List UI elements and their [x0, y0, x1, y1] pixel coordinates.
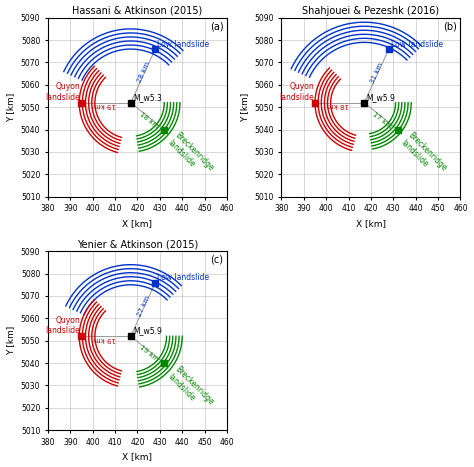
- Title: Shahjouei & Pezeshk (2016): Shahjouei & Pezeshk (2016): [302, 6, 439, 15]
- X-axis label: X [km]: X [km]: [122, 219, 153, 228]
- Text: 18 km: 18 km: [138, 111, 159, 129]
- Text: (c): (c): [210, 255, 223, 265]
- Text: 17 km: 17 km: [372, 111, 392, 129]
- Text: (b): (b): [443, 21, 457, 31]
- Text: Low landslide: Low landslide: [157, 273, 209, 282]
- Text: Breckenridge
landslide: Breckenridge landslide: [165, 364, 215, 414]
- Text: 19 km: 19 km: [138, 344, 159, 363]
- Text: M_w5.3: M_w5.3: [133, 93, 162, 102]
- X-axis label: X [km]: X [km]: [356, 219, 386, 228]
- Y-axis label: Y [km]: Y [km]: [6, 326, 15, 355]
- Text: 27 km: 27 km: [136, 295, 151, 318]
- Text: 19 km: 19 km: [94, 336, 116, 341]
- Text: (a): (a): [210, 21, 223, 31]
- Text: M_w5.9: M_w5.9: [366, 93, 395, 102]
- Text: Low landslide: Low landslide: [157, 40, 209, 49]
- Text: 31 km: 31 km: [370, 61, 384, 84]
- Y-axis label: Y [km]: Y [km]: [6, 92, 15, 122]
- Title: Yenier & Atkinson (2015): Yenier & Atkinson (2015): [77, 239, 198, 249]
- Text: Quyon
landslide: Quyon landslide: [46, 82, 81, 102]
- Text: Breckenridge
landslide: Breckenridge landslide: [165, 131, 215, 180]
- Text: Quyon
landslide: Quyon landslide: [279, 82, 314, 102]
- Text: 19 km: 19 km: [94, 102, 116, 108]
- Text: Breckenridge
landslide: Breckenridge landslide: [399, 131, 448, 180]
- Y-axis label: Y [km]: Y [km]: [240, 92, 249, 122]
- Text: M_w5.9: M_w5.9: [133, 326, 162, 336]
- Title: Hassani & Atkinson (2015): Hassani & Atkinson (2015): [73, 6, 202, 15]
- Text: Low landslide: Low landslide: [391, 40, 443, 49]
- Text: 28 km: 28 km: [136, 61, 151, 84]
- X-axis label: X [km]: X [km]: [122, 453, 153, 461]
- Text: 18 km: 18 km: [327, 102, 349, 108]
- Text: Quyon
landslide: Quyon landslide: [46, 316, 81, 335]
